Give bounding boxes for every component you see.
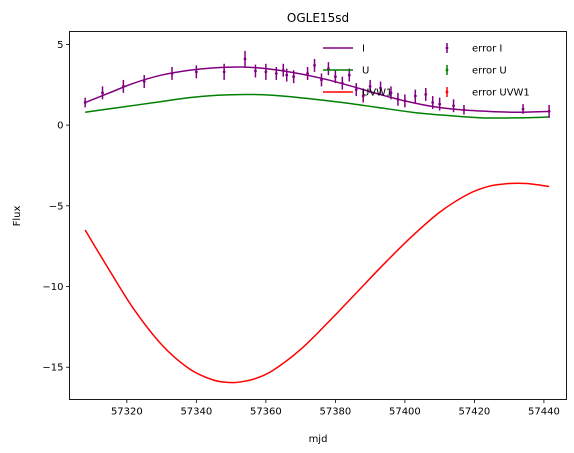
legend-marker-error-uvw1 (445, 90, 449, 94)
data-point (101, 91, 104, 95)
series-layer (83, 50, 551, 384)
x-tick-label: 57400 (389, 407, 421, 418)
y-tick-label: −15 (42, 363, 63, 374)
data-point (521, 107, 525, 111)
data-point (361, 94, 365, 98)
data-point (379, 86, 382, 90)
y-axis-label: Flux (12, 206, 23, 227)
x-tick-label: 57440 (528, 407, 560, 418)
legend: IU UVW1 error I error U error UVW1 (323, 43, 530, 99)
x-axis: 57320 57340 57360 57380 57400 57420 57440 (111, 399, 560, 418)
legend-marker-error-i (445, 46, 449, 50)
series-line-u (85, 93, 550, 119)
data-point (424, 93, 428, 96)
data-point (264, 70, 268, 74)
data-point (403, 99, 407, 103)
x-tick-label: 57340 (180, 407, 212, 418)
legend-label-error-uvw1: error UVW1 (472, 88, 530, 99)
plot-area (69, 31, 567, 400)
data-point (438, 102, 442, 106)
data-point (142, 80, 146, 83)
data-point (396, 97, 400, 101)
chart-title: OGLE15sd (287, 11, 349, 25)
data-point (413, 94, 417, 98)
legend-label-i: I (362, 44, 365, 55)
y-tick-label: −5 (49, 201, 64, 212)
x-tick-label: 57360 (250, 407, 282, 418)
data-point (170, 72, 174, 75)
data-point (194, 70, 198, 74)
data-point (320, 78, 323, 82)
legend-label-error-u: error U (472, 66, 507, 77)
data-point (83, 101, 87, 104)
data-point (354, 88, 358, 92)
data-point (274, 72, 278, 75)
legend-label-error-i: error I (472, 44, 502, 55)
series-errorbars-error-i (83, 50, 551, 118)
data-point (121, 84, 125, 88)
data-point (285, 73, 289, 77)
data-point (389, 91, 393, 95)
legend-marker-error-u (445, 68, 449, 72)
x-axis-label: mjd (309, 434, 328, 445)
data-point (243, 57, 247, 61)
data-point (452, 104, 455, 108)
y-tick-label: 0 (57, 121, 63, 132)
data-point (292, 75, 296, 79)
data-point (313, 63, 316, 67)
data-point (547, 109, 551, 113)
legend-label-u: U (362, 66, 369, 77)
x-tick-label: 57380 (319, 407, 351, 418)
x-tick-label: 57320 (111, 407, 143, 418)
data-point (368, 84, 372, 88)
data-point (431, 101, 435, 104)
data-point (281, 68, 285, 72)
data-point (462, 108, 466, 112)
data-point (347, 73, 351, 77)
x-tick-label: 57420 (458, 407, 490, 418)
legend-label-uvw1: UVW1 (362, 88, 392, 99)
data-point (254, 69, 257, 73)
y-axis: −15 −10 −5 0 5 (42, 40, 70, 374)
plot-frame (69, 31, 567, 400)
data-point (340, 81, 344, 85)
series-line-uvw1 (84, 182, 550, 384)
data-point (306, 72, 309, 75)
data-point (222, 70, 226, 74)
data-point (333, 75, 337, 79)
y-tick-label: −10 (42, 282, 63, 293)
y-tick-label: 5 (57, 40, 63, 51)
